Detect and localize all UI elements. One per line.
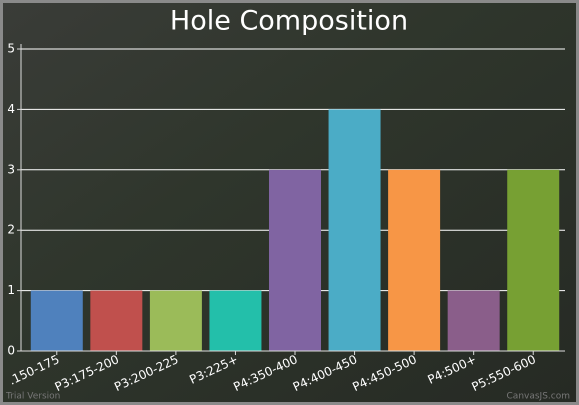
bar	[447, 290, 500, 351]
bar	[90, 290, 143, 351]
bar	[149, 290, 202, 351]
bar	[30, 290, 83, 351]
bar	[328, 109, 381, 352]
bar	[507, 169, 560, 351]
y-tick-label: 0	[7, 344, 15, 358]
y-tick-label: 3	[7, 162, 15, 176]
chart-title: Hole Composition	[170, 6, 408, 37]
credit: CanvasJS.com	[507, 392, 570, 402]
y-tick-label: 1	[7, 283, 15, 297]
bar	[209, 290, 262, 351]
credit: Trial Version	[5, 392, 60, 402]
y-tick-label: 4	[7, 102, 15, 116]
bar	[388, 169, 441, 351]
y-tick-label: 5	[7, 42, 15, 56]
y-tick-label: 2	[7, 223, 15, 237]
bar	[269, 169, 321, 351]
